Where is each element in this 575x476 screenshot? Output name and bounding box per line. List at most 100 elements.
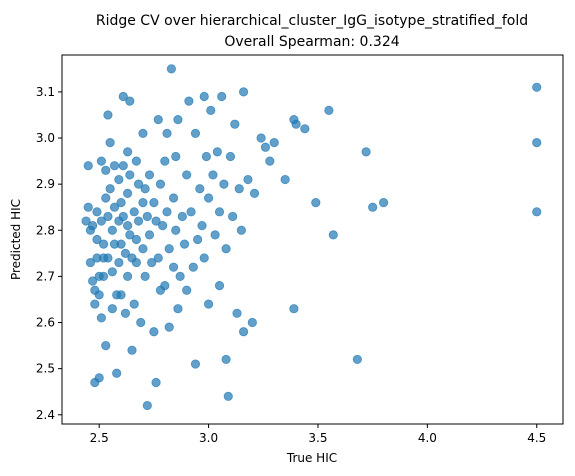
data-point: [249, 188, 260, 198]
data-point: [171, 151, 181, 162]
data-point: [112, 368, 122, 378]
data-point: [291, 119, 301, 129]
data-point: [352, 354, 362, 365]
data-point: [151, 377, 161, 388]
data-point: [114, 174, 124, 185]
data-point: [219, 179, 229, 189]
x-tick-label: 4.5: [527, 431, 546, 445]
data-point: [328, 230, 338, 240]
x-tick-label: 2.5: [90, 431, 109, 445]
data-point: [289, 304, 299, 314]
data-point: [116, 290, 126, 300]
data-point: [210, 230, 220, 240]
data-point: [182, 285, 192, 295]
data-point: [199, 91, 209, 102]
data-point: [120, 248, 131, 258]
data-point: [361, 147, 371, 157]
data-point: [256, 133, 266, 143]
data-point: [131, 156, 141, 166]
data-point: [125, 170, 135, 180]
data-point: [92, 207, 102, 217]
data-point: [127, 345, 137, 355]
data-point: [142, 400, 152, 411]
data-point: [175, 271, 185, 281]
data-point: [532, 138, 542, 148]
data-point: [203, 193, 214, 203]
data-point: [186, 207, 196, 217]
data-point: [92, 234, 102, 245]
data-point: [83, 202, 93, 212]
data-point: [160, 281, 170, 291]
data-point: [265, 156, 275, 166]
data-point: [173, 304, 183, 314]
y-tick-label: 2.6: [36, 316, 55, 330]
data-point: [168, 193, 179, 203]
data-point: [214, 281, 225, 291]
data-point: [90, 299, 100, 309]
y-tick-label: 2.7: [36, 269, 55, 283]
data-point: [103, 253, 113, 263]
data-point: [138, 198, 148, 208]
y-tick-label: 3.0: [36, 131, 55, 145]
y-tick-label: 2.9: [36, 177, 55, 191]
data-point: [116, 239, 126, 249]
data-point: [118, 91, 128, 102]
data-point: [96, 313, 106, 323]
data-point: [184, 96, 194, 106]
data-point: [269, 138, 279, 148]
data-point: [164, 322, 174, 332]
data-point: [133, 179, 144, 189]
data-point: [151, 216, 161, 226]
data-point: [195, 184, 205, 194]
data-point: [138, 244, 148, 254]
data-point: [171, 225, 181, 235]
data-point: [98, 239, 109, 249]
data-point: [197, 221, 207, 231]
x-tick-label: 4.0: [418, 431, 437, 445]
data-point: [103, 110, 113, 120]
data-point: [107, 267, 117, 277]
data-point: [368, 202, 378, 212]
data-point: [238, 87, 249, 97]
data-point: [101, 193, 111, 203]
data-point: [532, 82, 542, 92]
data-point: [133, 216, 144, 226]
y-tick-label: 2.8: [36, 223, 55, 237]
data-point: [162, 128, 172, 139]
y-axis-label: Predicted HIC: [9, 199, 23, 280]
data-point: [123, 188, 133, 198]
data-point: [114, 257, 124, 268]
data-point: [214, 207, 225, 217]
data-point: [153, 114, 163, 125]
data-point: [221, 244, 231, 254]
y-tick-label: 2.4: [36, 408, 55, 422]
data-point: [105, 138, 115, 148]
data-point: [243, 174, 253, 185]
data-point: [217, 91, 227, 102]
data-point: [107, 225, 117, 235]
data-point: [168, 262, 179, 272]
data-point: [116, 198, 126, 208]
data-point: [105, 184, 115, 194]
points-layer: [81, 64, 542, 411]
data-point: [234, 184, 244, 194]
data-point: [129, 207, 139, 217]
y-tick-label: 3.1: [36, 85, 55, 99]
data-point: [300, 124, 310, 134]
data-point: [120, 308, 131, 318]
data-point: [247, 317, 257, 328]
data-point: [193, 234, 203, 245]
data-point: [109, 161, 120, 171]
data-point: [142, 211, 152, 222]
data-point: [125, 96, 135, 106]
y-axis-ticks: 2.4 2.5 2.6 2.7 2.8 2.9 3.0 3.1: [36, 85, 62, 422]
data-point: [203, 299, 214, 309]
data-point: [123, 221, 133, 231]
data-point: [179, 239, 190, 249]
data-point: [225, 151, 236, 162]
data-point: [101, 340, 111, 351]
data-point: [238, 327, 249, 337]
data-point: [160, 156, 170, 166]
data-point: [129, 299, 139, 309]
chart-subtitle: Overall Spearman: 0.324: [224, 34, 399, 50]
